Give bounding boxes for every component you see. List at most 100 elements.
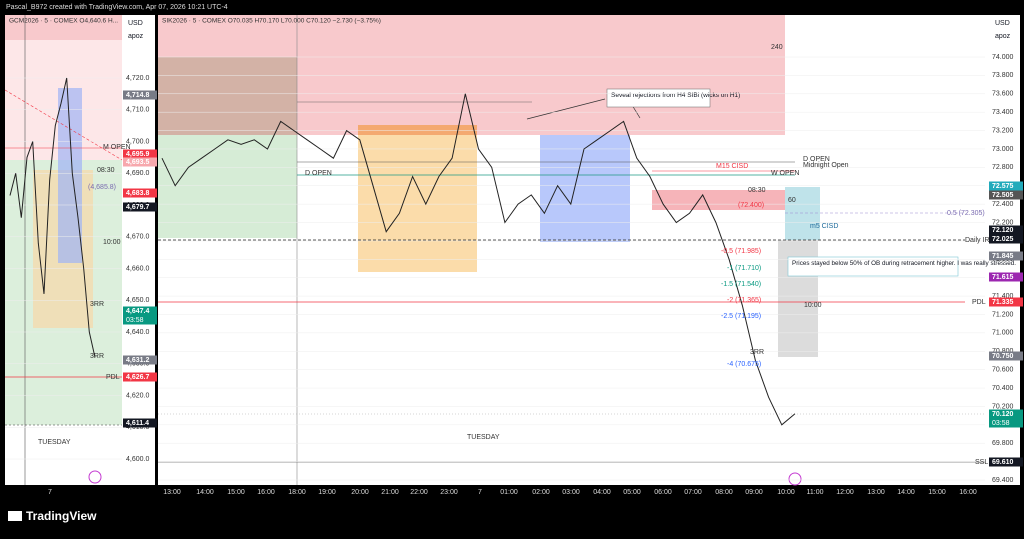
y-tick-label: 4,660.0: [126, 265, 149, 272]
y-tick-label: 4,670.0: [126, 234, 149, 241]
price-tag: [123, 418, 157, 428]
price-tag-text: 4,626.7: [126, 374, 149, 381]
price-tag-text: 4,647.4: [126, 308, 149, 315]
y-tick-label: 73.200: [992, 127, 1014, 134]
y-tick-label: 4,640.0: [126, 329, 149, 336]
x-tick-label: 21:00: [381, 489, 399, 496]
annotation: -2 (71.365): [727, 297, 761, 304]
x-tick-label: 02:00: [532, 489, 550, 496]
y-tick-label: 4,710.0: [126, 107, 149, 114]
annotation: PDL: [972, 299, 986, 306]
price-tag: [123, 90, 157, 100]
price-tag-text: 4,714.8: [126, 92, 149, 99]
annotation: (4,685.8): [88, 184, 116, 191]
y-tick-label: 73.000: [992, 146, 1014, 153]
annotation: 10:00: [804, 302, 822, 309]
left-title: GCM2026 · 5 · COMEX O4,640.6 H...: [9, 18, 118, 25]
currency: USD: [128, 20, 143, 27]
y-tick-label: 69.400: [992, 477, 1014, 484]
annotation: D OPEN: [803, 156, 830, 163]
x-tick-label: 14:00: [196, 489, 214, 496]
zone: [358, 125, 477, 135]
y-tick-label: 4,610.0: [126, 424, 149, 431]
price-tag: [989, 351, 1023, 361]
y-tick-label: 4,650.0: [126, 297, 149, 304]
x-tick-label: 05:00: [623, 489, 641, 496]
annotation: -1 (71.710): [727, 265, 761, 272]
annotation: 3RR: [90, 353, 104, 360]
y-tick-label: 4,690.0: [126, 170, 149, 177]
y-tick-label: 73.800: [992, 72, 1014, 79]
y-tick-label: 72.400: [992, 201, 1014, 208]
y-tick-label: 4,700.0: [126, 138, 149, 145]
caption: Pascal_B972 created with TradingView.com…: [6, 4, 228, 11]
x-tick-label: 06:00: [654, 489, 672, 496]
price-tag: [123, 372, 157, 382]
arrow: [526, 98, 606, 120]
x-tick-label: 15:00: [227, 489, 245, 496]
price-tag: [989, 409, 1023, 419]
countdown: 03:58: [992, 420, 1010, 427]
logo[interactable]: TradingView: [26, 509, 97, 523]
zone: [158, 135, 297, 238]
zone: [540, 135, 630, 242]
price-tag: [123, 315, 157, 325]
x-tick-label: 08:00: [715, 489, 733, 496]
annotation: 08:30: [97, 167, 115, 174]
zone: [785, 187, 820, 240]
y-tick-label: 71.400: [992, 293, 1014, 300]
annotation: -2.5 (71.195): [721, 313, 761, 320]
y-tick-label: 72.800: [992, 164, 1014, 171]
price-tag-text: 71.845: [992, 253, 1014, 260]
x-tick-label: 7: [48, 489, 52, 496]
y-tick-label: 4,620.0: [126, 392, 149, 399]
price-tag: [989, 181, 1023, 191]
main-axis: [985, 15, 1020, 485]
price-tag-text: 4,611.4: [126, 420, 149, 427]
annotation: 240: [771, 44, 783, 51]
price-tag-text: 72.575: [992, 183, 1014, 190]
y-tick-label: 73.600: [992, 91, 1014, 98]
x-tick-label: 13:00: [163, 489, 181, 496]
callout: Seveal rejections from H4 SIBi (wicks on…: [611, 92, 740, 99]
zone: [652, 190, 785, 210]
price-tag: [989, 297, 1023, 307]
icon: [788, 472, 802, 486]
zone: [358, 125, 477, 272]
countdown: 03:58: [126, 317, 144, 324]
price-tag: [989, 418, 1023, 428]
x-tick-label: 22:00: [410, 489, 428, 496]
annotation: W OPEN: [771, 170, 799, 177]
price-tag: [123, 355, 157, 365]
annotation: SSL: [975, 459, 988, 466]
callout: Prices stayed below 50% of OB during ret…: [792, 260, 1016, 267]
price-tag-text: 70.750: [992, 353, 1014, 360]
x-tick-label: 16:00: [257, 489, 275, 496]
x-tick-label: 07:00: [684, 489, 702, 496]
price-tag-text: 4,679.7: [126, 204, 149, 211]
y-tick-label: 71.000: [992, 330, 1014, 337]
x-tick-label: 18:00: [288, 489, 306, 496]
y-tick-label: 74.000: [992, 54, 1014, 61]
annotation: PDL: [106, 374, 120, 381]
x-tick-label: 14:00: [897, 489, 915, 496]
callout-box: [606, 88, 711, 108]
y-tick-label: 69.800: [992, 440, 1014, 447]
price-line: [161, 93, 796, 426]
x-tick-label: 04:00: [593, 489, 611, 496]
x-tick-label: 09:00: [745, 489, 763, 496]
annotation: M15 CISD: [716, 163, 748, 170]
price-tag-text: 72.505: [992, 192, 1014, 199]
price-tag: [123, 149, 157, 159]
zone: [5, 15, 122, 40]
annotation: -4 (70.675): [727, 361, 761, 368]
annotation: TUESDAY: [467, 434, 500, 441]
price-tag-text: 71.615: [992, 274, 1014, 281]
y-tick-label: 70.400: [992, 385, 1014, 392]
x-tick-label: 23:00: [440, 489, 458, 496]
x-tick-label: 03:00: [562, 489, 580, 496]
annotation: Midnight Open: [803, 162, 849, 169]
price-tag-text: 69.610: [992, 459, 1014, 466]
price-tag-text: 72.025: [992, 236, 1014, 243]
